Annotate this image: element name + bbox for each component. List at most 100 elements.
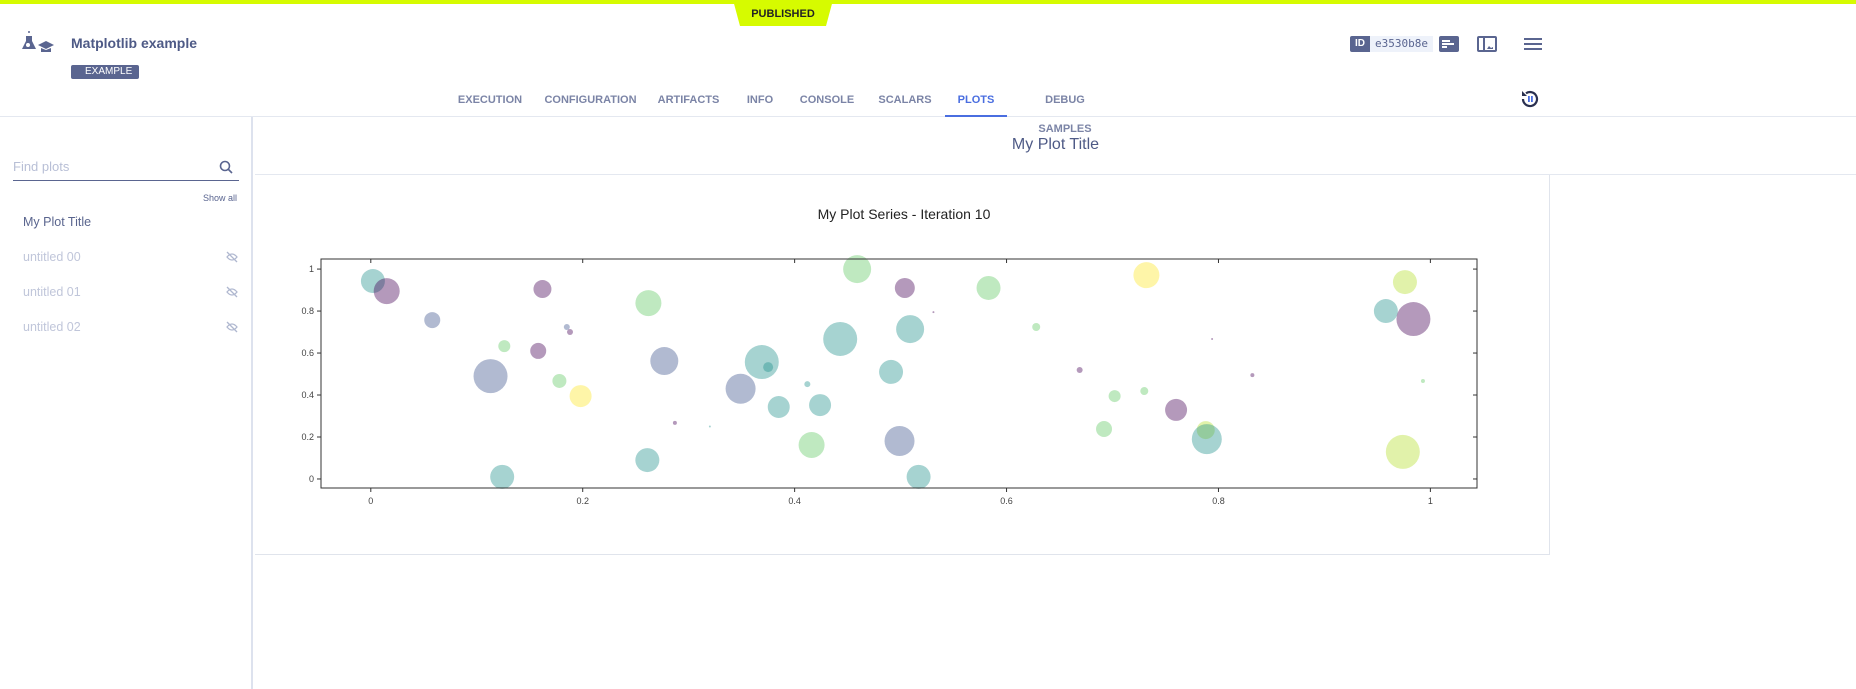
scatter-point[interactable] — [672, 420, 677, 425]
plot-list-item[interactable]: untitled 00 — [23, 250, 238, 264]
experiment-title: Matplotlib example — [71, 35, 198, 51]
eye-off-icon[interactable] — [226, 251, 238, 263]
scatter-point[interactable] — [635, 290, 662, 317]
scatter-point[interactable] — [1076, 367, 1083, 374]
find-plots-input[interactable]: Find plots — [13, 157, 239, 181]
scatter-point[interactable] — [498, 340, 511, 353]
flask-icon — [22, 30, 56, 61]
scatter-point[interactable] — [373, 278, 400, 305]
scatter-point[interactable] — [552, 373, 567, 388]
scatter-point[interactable] — [976, 275, 1001, 300]
id-badge[interactable]: ID e3530b8e — [1350, 36, 1433, 52]
y-tick-label: 0.4 — [301, 390, 314, 400]
scatter-point[interactable] — [879, 359, 904, 384]
scatter-point[interactable] — [1392, 270, 1417, 295]
x-tick-label: 0.6 — [1000, 496, 1013, 506]
tab-debug-samples[interactable]: DEBUG SAMPLES — [1038, 94, 1092, 135]
scatter-point[interactable] — [1196, 421, 1215, 440]
plot-card: My Plot Series - Iteration 10 0 0.2 0.4 0.6… — [255, 175, 1550, 555]
scatter-point[interactable] — [744, 345, 779, 380]
scatter-point[interactable] — [896, 315, 925, 344]
scatter-point[interactable] — [1396, 302, 1431, 337]
scatter-point[interactable] — [1096, 421, 1113, 438]
y-tick-label: 0.2 — [301, 432, 314, 442]
scatter-point[interactable] — [1250, 373, 1255, 378]
x-tick-label: 1 — [1428, 496, 1433, 506]
eye-off-icon[interactable] — [226, 286, 238, 298]
scatter-point[interactable] — [1420, 378, 1425, 383]
tab-console[interactable]: CONSOLE — [799, 94, 855, 106]
id-value: e3530b8e — [1370, 36, 1433, 52]
plot-frame — [320, 258, 1478, 489]
refresh-pause-icon[interactable] — [1519, 88, 1541, 115]
y-tick-label: 0 — [309, 474, 314, 484]
scatter-point[interactable] — [1108, 390, 1121, 403]
scatter-point[interactable] — [1032, 323, 1041, 332]
y-tick-label: 0.6 — [301, 348, 314, 358]
scatter-point[interactable] — [1385, 434, 1420, 469]
scatter-point[interactable] — [725, 373, 756, 404]
show-all-link[interactable]: Show all — [202, 193, 237, 203]
example-tag: EXAMPLE — [71, 65, 140, 79]
plot-list-item[interactable]: My Plot Title — [23, 215, 92, 229]
chart-title: My Plot Series - Iteration 10 — [818, 206, 991, 222]
scatter-chart[interactable]: My Plot Series - Iteration 10 0 0.2 0.4 0.6… — [255, 175, 1550, 555]
y-tick-label: 0.8 — [301, 306, 314, 316]
tab-execution[interactable]: EXECUTION — [457, 94, 523, 106]
plots-sidebar: Find plots Show all My Plot Title untitl… — [0, 117, 253, 689]
x-tick-label: 0.2 — [576, 496, 589, 506]
scatter-point[interactable] — [823, 321, 858, 356]
scatter-point[interactable] — [1191, 424, 1222, 455]
scatter-point[interactable] — [884, 425, 915, 456]
id-label: ID — [1350, 36, 1370, 52]
scatter-point[interactable] — [1165, 398, 1188, 421]
scatter-point[interactable] — [473, 359, 508, 394]
status-bar — [0, 0, 1856, 4]
scatter-point[interactable] — [906, 464, 931, 489]
plot-label: untitled 00 — [23, 250, 81, 264]
scatter-point[interactable] — [1133, 262, 1160, 289]
scatter-point[interactable] — [763, 362, 774, 373]
scatter-point[interactable] — [708, 425, 711, 428]
plot-group-title: My Plot Title — [255, 117, 1856, 175]
tab-artifacts[interactable]: ARTIFACTS — [657, 94, 720, 106]
scatter-point[interactable] — [1211, 337, 1214, 340]
tab-info[interactable]: INFO — [746, 94, 774, 106]
scatter-point[interactable] — [360, 269, 385, 294]
scatter-point[interactable] — [650, 347, 679, 376]
scatter-point[interactable] — [804, 381, 811, 388]
scatter-point[interactable] — [569, 385, 592, 408]
scatter-point[interactable] — [490, 464, 515, 489]
tab-configuration[interactable]: CONFIGURATION — [544, 94, 637, 106]
scatter-point[interactable] — [809, 394, 832, 417]
scatter-point[interactable] — [843, 255, 872, 284]
eye-off-icon[interactable] — [226, 321, 238, 333]
scatter-point[interactable] — [932, 311, 935, 314]
scatter-point[interactable] — [1140, 387, 1149, 396]
plot-label: untitled 02 — [23, 320, 81, 334]
tab-plots[interactable]: PLOTS — [945, 86, 1007, 117]
scatter-point[interactable] — [894, 277, 915, 298]
scatter-point[interactable] — [1373, 299, 1398, 324]
menu-icon[interactable] — [1524, 37, 1542, 56]
search-icon[interactable] — [219, 160, 233, 174]
plot-list-item[interactable]: untitled 01 — [23, 285, 238, 299]
x-tick-label: 0 — [368, 496, 373, 506]
scatter-point[interactable] — [563, 324, 570, 331]
scatter-point[interactable] — [567, 329, 574, 336]
scatter-point[interactable] — [424, 312, 441, 329]
x-tick-label: 0.8 — [1212, 496, 1225, 506]
y-tick-label: 1 — [309, 264, 314, 274]
published-badge: PUBLISHED — [733, 0, 833, 26]
plot-list-item[interactable]: untitled 02 — [23, 320, 238, 334]
layout-icon[interactable] — [1477, 36, 1497, 57]
scatter-point[interactable] — [530, 342, 547, 359]
tab-scalars[interactable]: SCALARS — [878, 94, 932, 106]
scatter-point[interactable] — [533, 280, 552, 299]
scatter-point[interactable] — [635, 448, 660, 473]
tab-bar: EXECUTION CONFIGURATION ARTIFACTS INFO C… — [0, 86, 1856, 135]
details-icon[interactable] — [1439, 36, 1459, 57]
scatter-point[interactable] — [767, 395, 790, 418]
x-tick-label: 0.4 — [788, 496, 801, 506]
scatter-point[interactable] — [798, 431, 825, 458]
